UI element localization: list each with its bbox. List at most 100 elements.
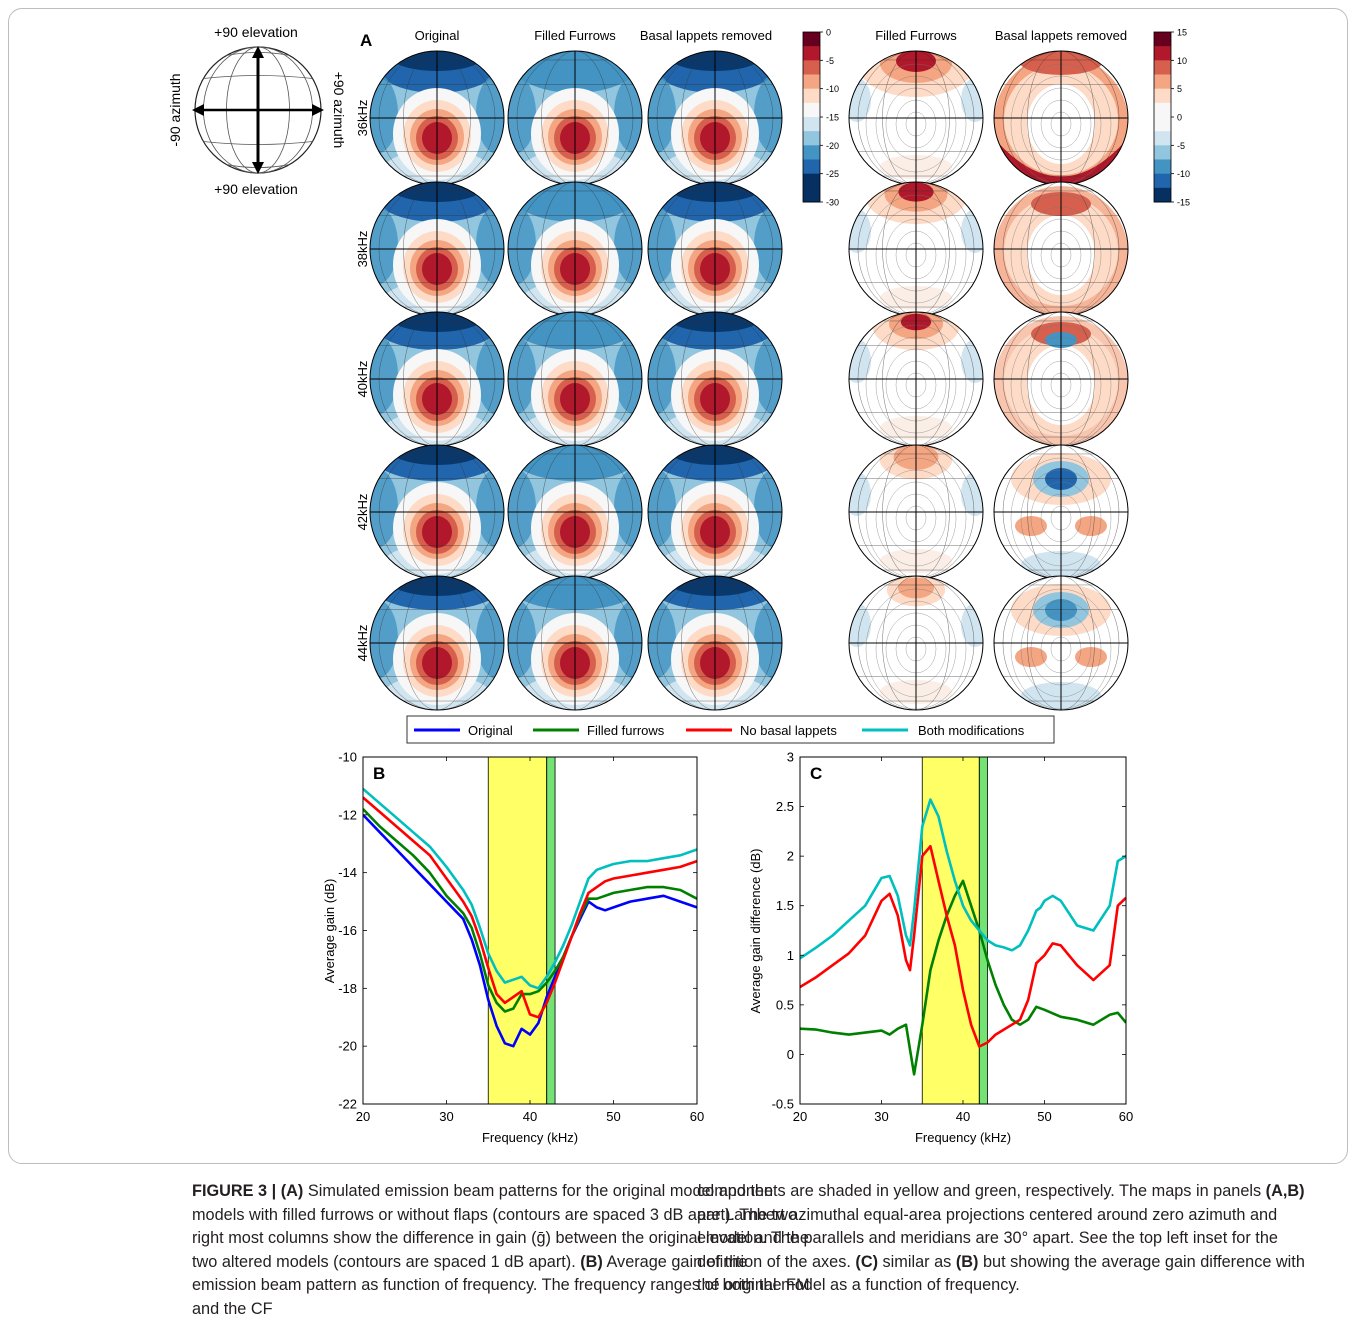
y-tick-label: 0 — [787, 1047, 794, 1062]
map-side-blue — [614, 468, 642, 548]
colorbar-difference-swatch — [1154, 74, 1171, 90]
panel-b-letter: B — [373, 764, 385, 783]
series-line-filled-furrows — [363, 808, 697, 1013]
inset-right-label: +90 azimuth — [331, 72, 347, 149]
colorbar-gain-swatch — [803, 145, 820, 160]
gain-map — [647, 181, 783, 317]
colorbar-gain-swatch — [803, 32, 820, 47]
panel-b-xlabel: Frequency (kHz) — [482, 1130, 578, 1145]
series-line-both-modifications — [363, 787, 697, 990]
x-tick-label: 50 — [1037, 1109, 1051, 1124]
y-tick-label: 1.5 — [776, 898, 794, 913]
panel-a: A Original Filled Furrows Basal lappets … — [355, 28, 1190, 711]
map-side-blue — [648, 468, 676, 548]
inset-down-arrowhead — [252, 162, 264, 174]
colorbar-gain-tick-label: -20 — [826, 141, 839, 151]
x-tick-label: 60 — [1119, 1109, 1133, 1124]
panel-b: 20 30 40 50 60 -10 -12 -14 -16 -18 -20 -22 B Freque… — [322, 750, 704, 1146]
map-side-blue — [614, 599, 642, 679]
y-tick-label: -18 — [338, 981, 357, 996]
legend-label-no-basal-lappets: No basal lappets — [740, 723, 837, 738]
x-tick-label: 20 — [356, 1109, 370, 1124]
colorbar-difference-tick-label: -5 — [1177, 141, 1185, 151]
gain-map — [647, 50, 783, 186]
gain-map — [507, 50, 643, 186]
map-side-blue — [508, 335, 536, 415]
colorbar-gain-tick-label: 0 — [826, 28, 831, 38]
caption-panel-ref: (C) — [855, 1252, 879, 1271]
colorbar-difference-swatch — [1154, 117, 1171, 132]
map-side-blue — [370, 335, 398, 415]
colorbar-difference-tick-label: -15 — [1177, 198, 1190, 208]
colorbar-gain-swatch — [803, 88, 820, 104]
map-side-blue — [648, 335, 676, 415]
col-title-diff-filled-furrows: Filled Furrows — [875, 28, 957, 43]
colorbar-difference-tick-label: 10 — [1177, 56, 1187, 66]
colorbar-difference-swatch — [1154, 131, 1171, 146]
map-diff-dark-red — [994, 138, 1128, 185]
map-diff-salmon — [1015, 516, 1047, 536]
map-outline — [369, 575, 505, 711]
colorbar-difference-swatch — [1154, 46, 1171, 61]
caption-panel-ref: (A) — [280, 1182, 304, 1200]
map-outline — [993, 575, 1129, 711]
series-line-no-basal-lappets — [363, 796, 697, 1019]
y-tick-label: -16 — [338, 923, 357, 938]
y-tick-label: -22 — [338, 1097, 357, 1112]
colorbar-gain-swatch — [803, 102, 820, 118]
difference-map — [848, 181, 984, 317]
y-tick-label: 2 — [787, 849, 794, 864]
map-side-blue — [754, 74, 782, 154]
colorbar-difference-swatch — [1154, 145, 1171, 160]
colorbar-difference-swatch — [1154, 60, 1171, 75]
caption-left-column: FIGURE 3 | (A) Simulated emission beam p… — [192, 1182, 810, 1318]
x-tick-label: 40 — [956, 1109, 970, 1124]
map-diff-salmon — [1015, 647, 1047, 667]
y-tick-label: 3 — [787, 750, 794, 765]
legend: Original Filled furrows No basal lappets… — [406, 715, 1055, 744]
map-side-blue — [754, 468, 782, 548]
colorbar-difference-swatch — [1154, 159, 1171, 175]
map-outline — [647, 575, 783, 711]
col-title-basal-lappets: Basal lappets removed — [640, 28, 772, 43]
gain-map — [647, 444, 783, 580]
row-label-38kHz: 38kHz — [355, 231, 370, 268]
caption-right-column: components are shaded in yellow and gree… — [697, 1182, 1305, 1295]
y-tick-label: -20 — [338, 1039, 357, 1054]
map-diff-salmon — [1075, 647, 1107, 667]
panel-c: 20 30 40 50 60 3 2.5 2 1.5 1 0.5 0 -0.5 C Frequency … — [748, 750, 1133, 1146]
map-side-blue — [370, 74, 398, 154]
map-side-blue — [370, 468, 398, 548]
map-diff-salmon — [1075, 516, 1107, 536]
legend-label-filled-furrows: Filled furrows — [587, 723, 665, 738]
axes-inset: +90 elevation +90 elevation -90 azimuth … — [167, 24, 347, 197]
colorbar-difference-swatch — [1154, 88, 1171, 104]
panel-c-xlabel: Frequency (kHz) — [915, 1130, 1011, 1145]
map-side-blue — [614, 335, 642, 415]
series-line-original — [363, 813, 697, 1048]
colorbar-gain-tick-label: -25 — [826, 169, 839, 179]
series-line-both-modifications — [800, 798, 1126, 960]
x-tick-label: 30 — [874, 1109, 888, 1124]
row-label-44kHz: 44kHz — [355, 625, 370, 662]
gain-map — [369, 311, 505, 447]
colorbar-gain-swatch — [803, 46, 820, 61]
x-tick-label: 50 — [606, 1109, 620, 1124]
gain-map — [647, 311, 783, 447]
caption-panel-ref: (B) — [955, 1252, 979, 1271]
colorbar-gain-swatch — [803, 187, 820, 203]
map-outline — [507, 575, 643, 711]
y-tick-label: -14 — [338, 865, 357, 880]
map-side-blue — [508, 468, 536, 548]
colorbar-difference-swatch — [1154, 173, 1171, 189]
gain-map — [369, 444, 505, 580]
inset-top-label: +90 elevation — [214, 24, 298, 40]
gain-map — [369, 50, 505, 186]
difference-map — [993, 575, 1129, 711]
panel-c-letter: C — [810, 764, 822, 783]
row-label-40kHz: 40kHz — [355, 361, 370, 398]
y-tick-label: -0.5 — [772, 1097, 794, 1112]
difference-map — [848, 311, 984, 447]
x-tick-label: 30 — [439, 1109, 453, 1124]
map-side-blue — [754, 335, 782, 415]
